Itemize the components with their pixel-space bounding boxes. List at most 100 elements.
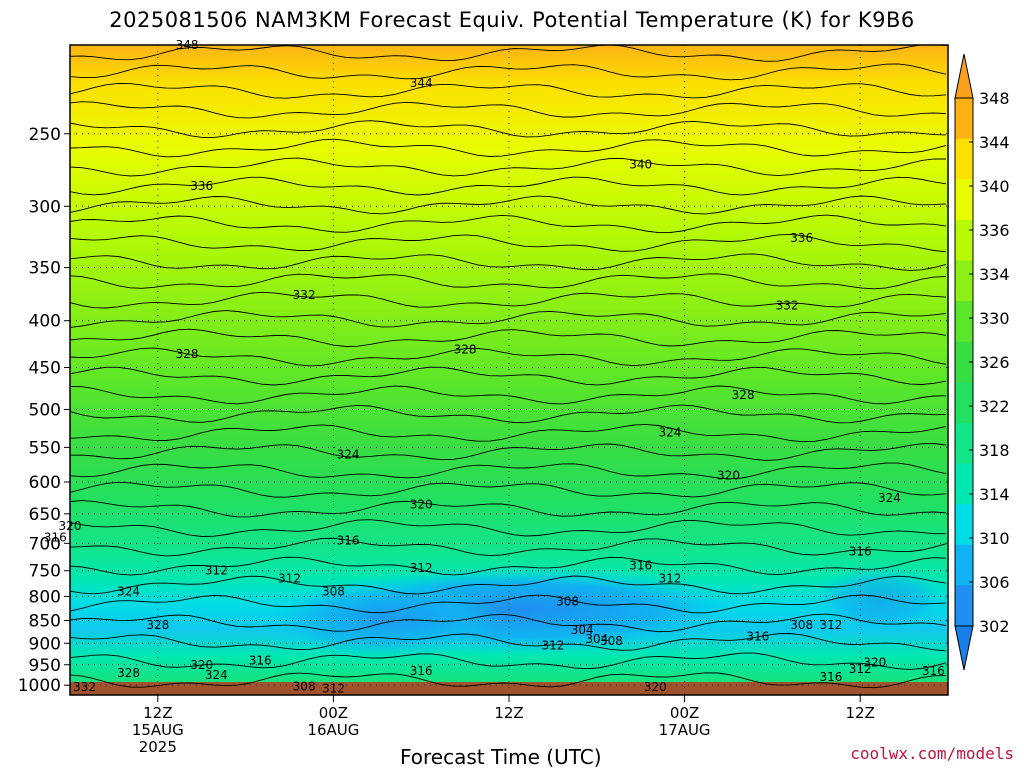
contour-label: 324 (337, 448, 360, 462)
contour-line (70, 195, 947, 215)
contour-label: 316 (410, 664, 433, 678)
contour-line (70, 233, 947, 253)
colorbar-segment (955, 585, 973, 627)
cold-pool-east (810, 565, 948, 635)
contour-label: 312 (410, 561, 433, 575)
chart-title: 2025081506 NAM3KM Forecast Equiv. Potent… (109, 8, 915, 32)
x-tick-label: 17AUG (659, 721, 711, 739)
contour-label: 308 (556, 594, 579, 608)
contour-line (70, 613, 947, 633)
x-tick-label: 2025 (139, 738, 177, 756)
cold-pool-west (260, 580, 500, 660)
contour-label: 312 (849, 662, 872, 676)
y-tick-label: 600 (29, 473, 61, 493)
contour-line (70, 310, 947, 328)
contour-label: 320 (190, 658, 213, 672)
contour-label: 308 (600, 634, 623, 648)
x-tick-label: 16AUG (307, 721, 359, 739)
contour-line (70, 385, 947, 405)
y-tick-label: 400 (29, 312, 61, 332)
x-axis-label: Forecast Time (UTC) (400, 745, 602, 769)
colorbar-tick-label: 336 (979, 221, 1010, 240)
credit-text: coolwx.com/models (850, 744, 1014, 763)
colorbar-tick-label: 318 (979, 441, 1010, 460)
contour-line (70, 575, 947, 595)
x-tick-label: 00Z (319, 704, 348, 722)
contour-label: 328 (454, 342, 477, 356)
contour-label: 336 (790, 231, 813, 245)
contour-label: 324 (205, 668, 228, 682)
contour-label: 316 (249, 654, 272, 668)
contour-label: 328 (146, 618, 169, 632)
x-tick-label: 12Z (494, 704, 523, 722)
contour-line (70, 291, 947, 309)
contour-line (70, 672, 947, 689)
plot-field (70, 45, 948, 695)
contour-label: 328 (176, 347, 199, 361)
contour-label: 308 (293, 679, 316, 693)
contour-line (70, 537, 947, 557)
colorbar-tick-label: 310 (979, 529, 1010, 548)
contour-label: 312 (205, 564, 228, 578)
colorbar-segment (955, 301, 973, 343)
contour-label: 332 (293, 288, 316, 302)
contour-label: 332 (776, 299, 799, 313)
contour-line (70, 652, 947, 670)
contour-label: 316 (922, 664, 945, 678)
colorbar-segment (955, 98, 973, 140)
x-tick-label: 12Z (846, 704, 875, 722)
colorbar-segment (955, 219, 973, 261)
colorbar-segment (955, 179, 973, 221)
colorbar-tick-label: 340 (979, 177, 1010, 196)
colorbar-segment (955, 544, 973, 586)
contour-line (70, 519, 946, 537)
grid-lines (70, 45, 948, 695)
colorbar-tick-label: 322 (979, 397, 1010, 416)
colorbar-tick-label: 330 (979, 309, 1010, 328)
contour-label: 316 (746, 630, 769, 644)
contour-label: 348 (176, 38, 199, 52)
contour-label: 328 (732, 388, 755, 402)
contour-line (70, 157, 947, 177)
contour-line (70, 82, 947, 99)
contour-label: 316 (819, 670, 842, 684)
contour-line (70, 443, 947, 461)
ground-surface (70, 682, 948, 695)
contour-line (70, 366, 947, 386)
contour-label: 304 (571, 623, 594, 637)
contour-label: 344 (410, 76, 433, 90)
y-tick-label: 700 (29, 534, 61, 554)
colorbar: 348 344 340 336 334 330 326 322 318 314 310 306 302 (954, 53, 1010, 671)
colorbar-tick-label: 314 (979, 485, 1010, 504)
contour-line (70, 423, 947, 443)
y-tick-label: 300 (29, 197, 61, 217)
contour-label: 312 (819, 618, 842, 632)
contour-label: 320 (644, 680, 667, 694)
y-tick-label: 450 (29, 359, 61, 379)
contour-line (70, 214, 947, 234)
contour-line (70, 63, 947, 81)
colorbar-tick-label: 306 (979, 573, 1010, 592)
contour-line (70, 633, 947, 652)
contour-label: 304 (585, 632, 608, 646)
contour-label: 316 (337, 533, 360, 547)
y-tick-label: 250 (29, 125, 61, 145)
colorbar-segment (955, 382, 973, 424)
y-tick-label: 1000 (18, 676, 61, 696)
contour-label: 336 (190, 179, 213, 193)
contour-line (70, 404, 947, 424)
colorbar-top-arrow (954, 53, 974, 99)
colorbar-segment (955, 422, 973, 465)
y-tick-label: 800 (29, 587, 61, 607)
colorbar-bottom-arrow (954, 625, 974, 671)
contour-line (70, 176, 947, 196)
contour-label: 324 (117, 584, 140, 598)
colorbar-segment (955, 504, 973, 546)
contour-label: 316 (44, 531, 67, 545)
contour-line (70, 594, 947, 614)
colorbar-tick-label: 344 (979, 133, 1010, 152)
contour-line (70, 328, 947, 347)
x-tick-label: 12Z (143, 704, 172, 722)
